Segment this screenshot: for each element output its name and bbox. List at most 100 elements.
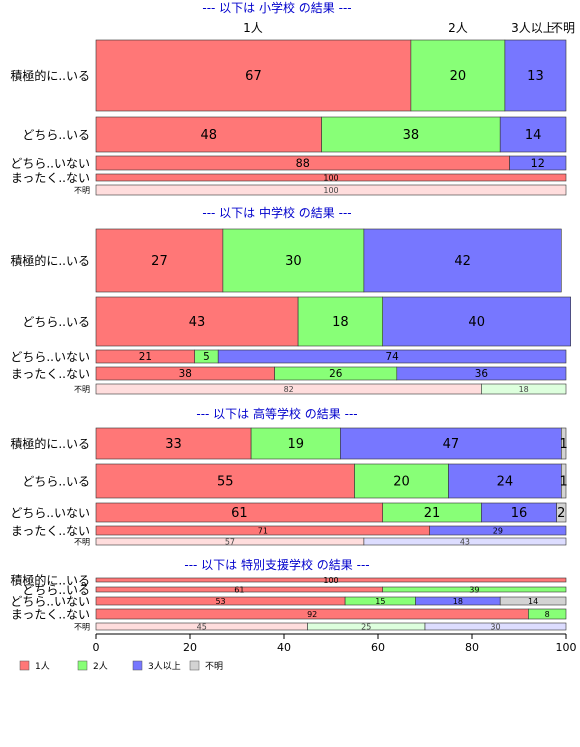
bar-value-label: 67 [245, 69, 262, 84]
row-label: 積極的に..いる [10, 253, 90, 268]
row-label: どちら..いる [22, 315, 90, 329]
bar-value-label: 92 [307, 610, 317, 619]
bar-value-label: 43 [189, 315, 206, 330]
bar-value-label: 30 [285, 254, 302, 269]
bar-segment [95, 296, 299, 347]
bar-value-label: 27 [151, 254, 168, 269]
bar-value-label: 15 [375, 597, 385, 606]
bar-segment [429, 525, 567, 536]
bar-value-label: 2 [557, 506, 565, 521]
bar-value-label: 21 [424, 506, 441, 521]
bar-value-label: 19 [287, 437, 304, 452]
x-tick-label: 80 [465, 641, 479, 654]
bar-segment [410, 39, 506, 112]
bar-segment [382, 296, 572, 347]
bar-segment [382, 586, 567, 593]
bar-value-label: 18 [332, 315, 349, 330]
legend-label: 不明 [205, 661, 223, 672]
row-label: まったく..ない [11, 171, 90, 185]
row-label: 積極的に..いる [10, 572, 90, 587]
bar-value-label: 20 [393, 475, 410, 490]
legend-label: 3人以上 [148, 661, 181, 672]
row-label: 積極的に..いる [10, 436, 90, 451]
row-label: まったく..ない [11, 607, 90, 621]
bar-segment [499, 596, 567, 606]
x-tick-label: 40 [277, 641, 291, 654]
legend-label: 2人 [93, 661, 108, 672]
bar-segment [95, 184, 567, 196]
bar-segment [95, 173, 567, 182]
bar-segment [560, 463, 567, 499]
panel-title: --- 以下は 特別支援学校 の結果 --- [184, 557, 369, 572]
legend-swatch [189, 660, 200, 671]
bar-value-label: 1 [560, 437, 568, 452]
bar-value-label: 82 [284, 385, 294, 394]
top-category-label: 2人 [448, 21, 468, 35]
bar-value-label: 88 [296, 157, 310, 170]
bar-segment [560, 427, 567, 460]
row-label: どちら..いない [10, 594, 90, 608]
bar-value-label: 25 [361, 622, 371, 631]
x-tick-label: 100 [556, 641, 577, 654]
row-label: まったく..ない [11, 367, 90, 381]
bar-value-label: 8 [545, 610, 550, 619]
bar-value-label: 47 [443, 437, 460, 452]
panel-title: --- 以下は 中学校 の結果 --- [202, 205, 351, 220]
legend-swatch [77, 660, 88, 671]
bar-value-label: 24 [497, 475, 514, 490]
bar-value-label: 13 [527, 69, 544, 84]
row-label: どちら..いない [10, 156, 90, 170]
bar-segment [363, 228, 562, 293]
bar-value-label: 33 [165, 437, 182, 452]
bar-segment [504, 39, 567, 112]
bar-value-label: 61 [234, 585, 244, 594]
top-category-label: 3人以上 [511, 21, 555, 35]
bar-segment [95, 116, 322, 153]
bar-value-label: 18 [453, 597, 463, 606]
bar-segment [95, 577, 567, 583]
bar-value-label: 29 [493, 526, 503, 535]
row-label: 不明 [74, 186, 90, 195]
row-label: 不明 [74, 622, 90, 631]
bar-segment [321, 116, 501, 153]
bar-value-label: 71 [258, 526, 268, 535]
row-label: どちら..いる [22, 474, 90, 488]
bar-segment [217, 349, 567, 364]
bar-segment [396, 366, 567, 381]
row-label: どちら..いる [22, 583, 90, 597]
bar-value-label: 40 [468, 315, 485, 330]
bar-value-label: 18 [519, 385, 529, 394]
row-label: まったく..ない [11, 524, 90, 538]
bar-value-label: 53 [215, 597, 225, 606]
bar-value-label: 1 [560, 475, 568, 490]
x-tick-label: 60 [371, 641, 385, 654]
bar-value-label: 16 [511, 506, 528, 521]
bar-segment [222, 228, 365, 293]
row-label: どちら..いる [22, 128, 90, 142]
bar-value-label: 20 [450, 69, 467, 84]
legend-label: 1人 [35, 661, 50, 672]
panel-title: --- 以下は 小学校 の結果 --- [202, 0, 351, 15]
bar-value-label: 55 [217, 475, 234, 490]
bar-value-label: 36 [475, 368, 488, 380]
bar-value-label: 12 [531, 157, 545, 170]
panel-title: --- 以下は 高等学校 の結果 --- [196, 406, 357, 421]
row-label: 不明 [74, 537, 90, 546]
legend-swatch [132, 660, 143, 671]
row-label: 積極的に..いる [10, 68, 90, 83]
bar-value-label: 61 [231, 506, 248, 521]
bar-segment [95, 39, 412, 112]
bar-value-label: 74 [385, 351, 399, 363]
top-category-label: 不明 [551, 21, 575, 35]
x-tick-label: 0 [93, 641, 100, 654]
bar-value-label: 30 [490, 622, 500, 631]
bar-value-label: 14 [525, 128, 542, 143]
bar-value-label: 100 [323, 186, 338, 195]
bar-segment [354, 463, 449, 499]
top-category-label: 1人 [243, 21, 263, 35]
row-label: 不明 [74, 385, 90, 394]
bar-segment [250, 427, 341, 460]
bar-segment [528, 608, 567, 620]
bar-value-label: 5 [203, 351, 210, 363]
